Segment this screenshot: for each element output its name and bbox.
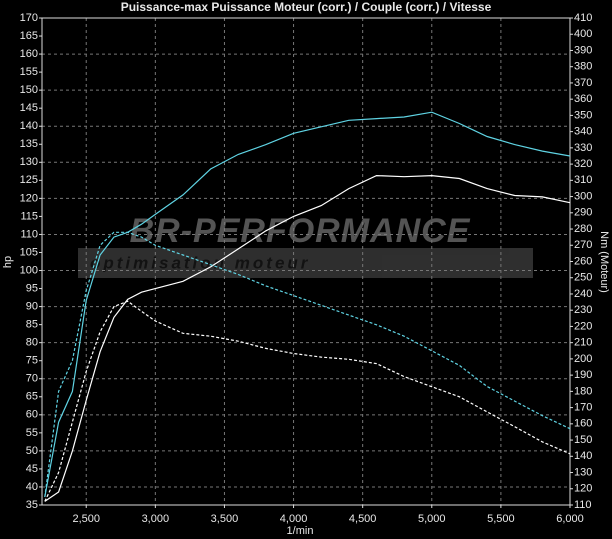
y-tick-label: 125 (20, 174, 38, 186)
watermark: BR-PERFORMANCE optimisation moteur (78, 212, 533, 278)
y2-tick-label: 250 (574, 272, 592, 284)
y2-tick-label: 260 (574, 255, 592, 267)
series-line (44, 231, 571, 497)
y2-tick-label: 280 (574, 223, 592, 235)
y-tick-label: 150 (20, 84, 38, 96)
y-tick-label: 140 (20, 120, 38, 132)
y-tick-label: 70 (26, 373, 38, 385)
y2-tick-label: 220 (574, 320, 592, 332)
y2-tick-label: 300 (574, 190, 592, 202)
x-tick-label: 4,500 (349, 513, 377, 525)
x-tick-label: 5,500 (487, 513, 515, 525)
y-tick-label: 80 (26, 337, 38, 349)
x-tick-label: 3,000 (142, 513, 170, 525)
y-tick-label: 120 (20, 192, 38, 204)
y2-tick-label: 370 (574, 77, 592, 89)
y-tick-label: 115 (20, 210, 38, 222)
y-tick-label: 75 (26, 355, 38, 367)
y2-tick-label: 150 (574, 434, 592, 446)
plot-frame (41, 17, 571, 506)
y2-tick-label: 110 (574, 499, 592, 511)
y2-tick-label: 310 (574, 174, 592, 186)
y2-tick-label: 390 (574, 44, 592, 56)
y-tick-label: 60 (26, 409, 38, 421)
y-tick-label: 170 (20, 12, 38, 24)
watermark-band (78, 248, 533, 278)
y-tick-label: 85 (26, 319, 38, 331)
y2-tick-label: 140 (574, 450, 592, 462)
y2-tick-label: 380 (574, 61, 592, 73)
y2-tick-label: 230 (574, 304, 592, 316)
y2-tick-label: 330 (574, 142, 592, 154)
x-tick-label: 3,500 (211, 513, 239, 525)
y2-tick-label: 160 (574, 418, 592, 430)
y2-axis-label: Nm (Moteur) (598, 231, 610, 293)
y2-tick-label: 120 (574, 483, 592, 495)
x-tick-label: 4,000 (280, 513, 308, 525)
series-line (44, 111, 571, 498)
y2-tick-label: 210 (574, 337, 592, 349)
y-tick-label: 90 (26, 300, 38, 312)
chart-title: Puissance-max Puissance Moteur (corr.) /… (121, 0, 492, 14)
y-tick-label: 45 (26, 463, 38, 475)
y2-tick-label: 190 (574, 369, 592, 381)
y2-tick-label: 360 (574, 93, 592, 105)
y2-tick-label: 270 (574, 239, 592, 251)
y-tick-label: 160 (20, 48, 38, 60)
y-tick-label: 145 (20, 102, 38, 114)
y-tick-label: 55 (26, 427, 38, 439)
y2-tick-label: 240 (574, 288, 592, 300)
y2-tick-label: 130 (574, 466, 592, 478)
y-tick-label: 165 (20, 30, 38, 42)
y-tick-label: 40 (26, 481, 38, 493)
y2-tick-label: 170 (574, 402, 592, 414)
y-tick-label: 35 (26, 499, 38, 511)
x-axis-label: 1/min (287, 525, 314, 537)
y2-tick-label: 180 (574, 385, 592, 397)
y-tick-label: 50 (26, 445, 38, 457)
y2-tick-label: 200 (574, 353, 592, 365)
x-tick-label: 2,500 (72, 513, 100, 525)
y-tick-label: 100 (20, 264, 38, 276)
y-tick-label: 95 (26, 282, 38, 294)
y-tick-label: 155 (20, 66, 38, 78)
x-tick-label: 6,000 (556, 513, 584, 525)
y2-tick-label: 400 (574, 28, 592, 40)
y2-tick-label: 340 (574, 126, 592, 138)
watermark-brand: BR-PERFORMANCE (130, 212, 471, 250)
y-tick-label: 130 (20, 156, 38, 168)
y2-tick-label: 410 (574, 12, 592, 24)
x-tick-label: 5,000 (418, 513, 446, 525)
y-tick-label: 105 (20, 246, 38, 258)
series-line (44, 300, 571, 502)
y-tick-label: 65 (26, 391, 38, 403)
watermark-tagline: optimisation moteur (90, 253, 310, 272)
y-axis-label: hp (2, 256, 14, 268)
y-tick-label: 110 (20, 228, 38, 240)
series-line (44, 174, 571, 502)
y2-tick-label: 350 (574, 109, 592, 121)
y2-tick-label: 320 (574, 158, 592, 170)
y2-tick-label: 290 (574, 207, 592, 219)
y-tick-label: 135 (20, 138, 38, 150)
